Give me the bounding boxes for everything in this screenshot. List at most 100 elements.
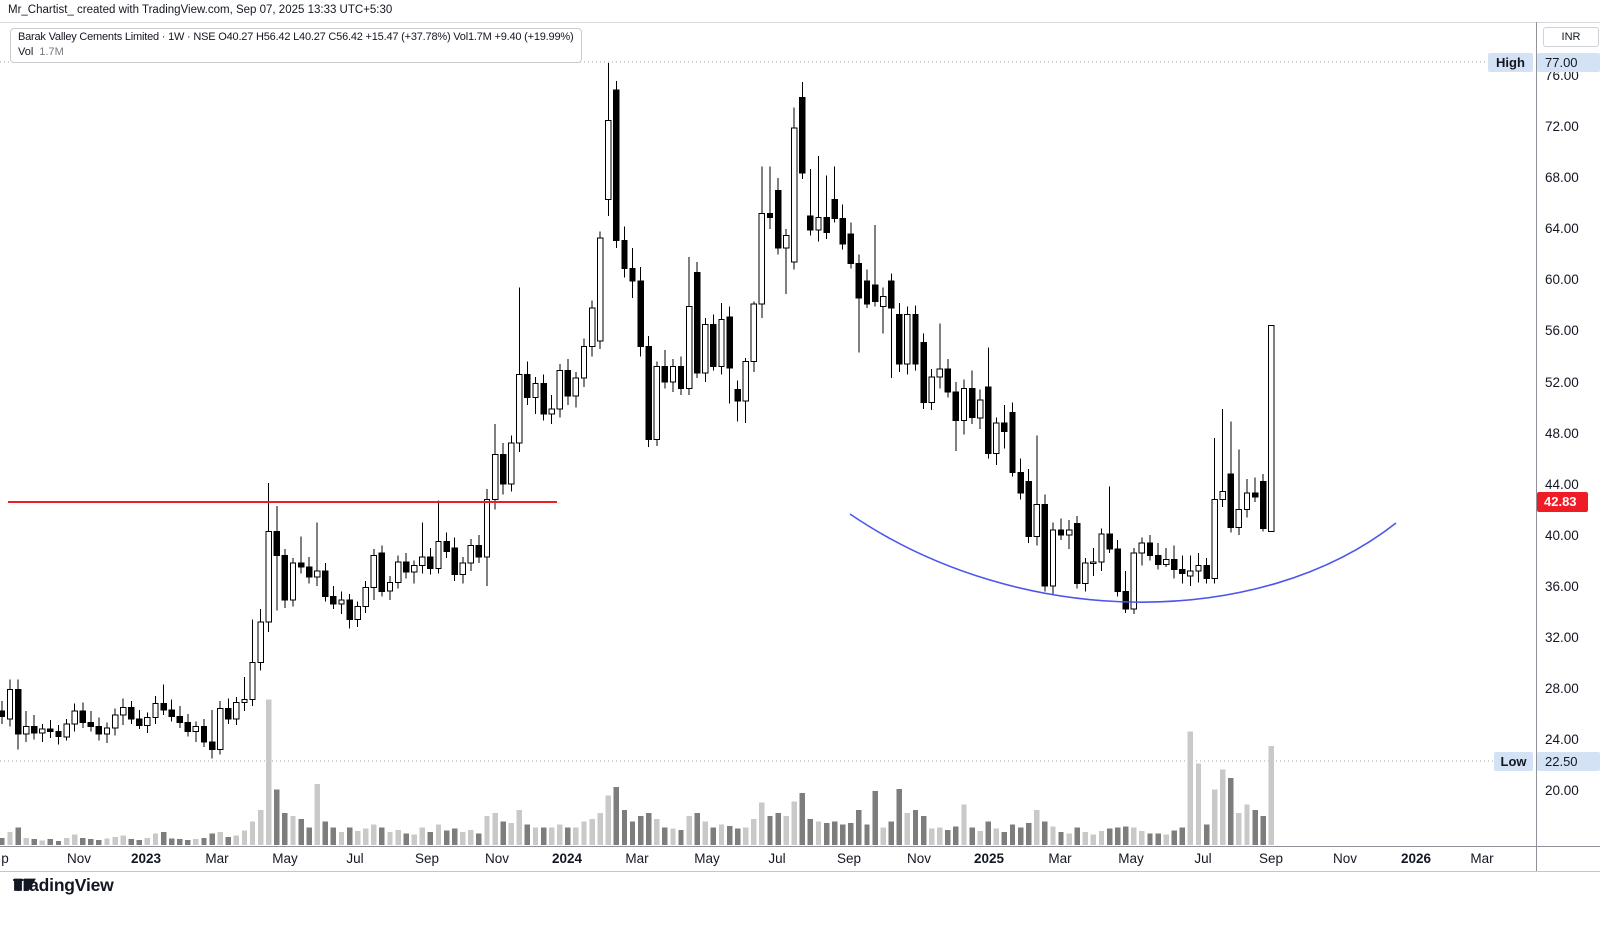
volume-bar xyxy=(282,813,288,845)
candle-body xyxy=(160,703,167,711)
candle-body xyxy=(1074,523,1081,585)
symbol-legend[interactable]: Barak Valley Cements Limited · 1W · NSE … xyxy=(10,28,583,63)
volume-bar xyxy=(1260,815,1266,845)
candle-body xyxy=(863,280,871,305)
cup-curve[interactable] xyxy=(849,513,1397,603)
candle-body xyxy=(411,565,418,573)
candle-body xyxy=(1259,481,1267,530)
candle-body xyxy=(128,706,135,720)
volume-bar xyxy=(1139,831,1145,845)
candle-body xyxy=(742,361,749,402)
volume-bar xyxy=(1236,813,1242,845)
volume-bar xyxy=(31,839,37,845)
candle-body xyxy=(47,728,54,733)
volume-bar xyxy=(872,790,878,845)
candle-body xyxy=(111,714,119,729)
price-tick-label: 68.00 xyxy=(1545,170,1579,186)
candle-body xyxy=(532,382,539,398)
volume-bar xyxy=(266,699,272,845)
candle-body xyxy=(289,562,297,601)
volume-bar xyxy=(977,831,983,845)
volume-bar xyxy=(953,826,959,845)
candle-body xyxy=(79,710,86,724)
volume-bar xyxy=(63,838,70,845)
volume-bar xyxy=(1179,827,1186,845)
volume-bar xyxy=(338,832,345,845)
time-axis-label: May xyxy=(1118,851,1144,866)
volume-bar xyxy=(387,832,393,845)
volume-bar xyxy=(896,789,903,845)
volume-bar xyxy=(1244,804,1250,845)
candle-body xyxy=(1009,412,1016,474)
time-axis-label: May xyxy=(272,851,298,866)
candle-body xyxy=(1033,504,1040,537)
volume-bar xyxy=(1195,763,1202,845)
volume-bar xyxy=(136,839,143,845)
candle-body xyxy=(225,708,232,720)
volume-bar xyxy=(912,810,919,845)
candle-body xyxy=(249,662,256,701)
candle-body xyxy=(694,271,701,374)
volume-bar xyxy=(1252,810,1258,845)
volume-bar xyxy=(848,822,854,845)
volume-bar xyxy=(605,795,611,845)
volume-bar xyxy=(451,828,458,845)
volume-bar xyxy=(15,827,21,845)
candle-body xyxy=(14,689,22,735)
high-price-chip: 77.00 xyxy=(1537,52,1600,72)
candle-body xyxy=(1065,529,1073,536)
candle-body xyxy=(1098,533,1105,563)
time-axis-label: Nov xyxy=(906,851,931,866)
high-label-chip: High xyxy=(1488,52,1533,72)
candle-body xyxy=(22,726,30,735)
candle-body xyxy=(1025,481,1032,537)
candle-body xyxy=(629,267,636,282)
volume-bar xyxy=(217,832,223,845)
candle-body xyxy=(572,377,580,397)
volume-bar xyxy=(55,840,62,845)
candle-body xyxy=(402,561,410,573)
volume-bar xyxy=(468,829,474,845)
candle-body xyxy=(419,556,426,567)
currency-button[interactable]: INR xyxy=(1543,27,1599,47)
volume-bar xyxy=(419,827,426,845)
volume-bar xyxy=(799,793,806,845)
candle-body xyxy=(807,215,814,231)
candle-body xyxy=(1179,569,1186,574)
candle-body xyxy=(475,544,483,558)
candle-body xyxy=(297,562,305,568)
volume-bar xyxy=(322,821,328,845)
candle-body xyxy=(71,710,78,725)
candle-body xyxy=(774,190,782,249)
candle-body xyxy=(1082,562,1089,585)
volume-bar xyxy=(920,815,927,845)
candle-body xyxy=(1162,558,1170,566)
candle-body xyxy=(338,599,345,605)
candle-body xyxy=(394,561,402,583)
price-tick-label: 40.00 xyxy=(1545,527,1579,543)
volume-bar xyxy=(0,838,5,845)
volume-bar xyxy=(443,830,450,846)
candle-body xyxy=(993,422,1000,454)
candle-body xyxy=(386,581,394,592)
volume-bar xyxy=(460,832,466,845)
volume-bar xyxy=(694,813,700,845)
candle-body xyxy=(451,547,458,576)
volume-bar xyxy=(888,821,894,845)
volume-bar xyxy=(1017,827,1024,845)
volume-bar xyxy=(969,827,975,845)
candle-body xyxy=(734,389,741,402)
volume-bar xyxy=(88,839,94,845)
volume-bar xyxy=(1147,833,1153,845)
candle-body xyxy=(136,718,143,726)
volume-bar xyxy=(880,827,886,845)
volume-bar xyxy=(225,836,231,845)
time-axis-label: Jul xyxy=(346,851,364,866)
candle-body xyxy=(1114,548,1121,592)
candle-body xyxy=(192,726,200,733)
tradingview-logo[interactable]: TradingView xyxy=(13,875,114,896)
price-tick-label: 64.00 xyxy=(1545,221,1579,237)
volume-bar xyxy=(670,828,676,845)
volume-value: 1.7M xyxy=(39,46,64,58)
